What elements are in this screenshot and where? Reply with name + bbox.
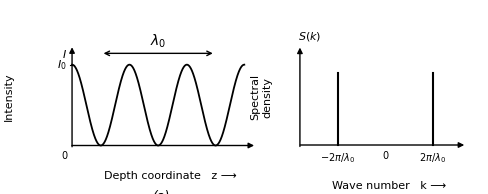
Text: $I$: $I$ — [62, 48, 67, 61]
Text: $\lambda_0$: $\lambda_0$ — [150, 33, 166, 50]
Text: (a): (a) — [152, 190, 170, 194]
Text: $I_0$: $I_0$ — [57, 58, 67, 72]
Text: $0$: $0$ — [61, 149, 69, 161]
Text: 0: 0 — [382, 151, 388, 161]
Text: Wave number   k ⟶: Wave number k ⟶ — [332, 181, 447, 191]
Text: $2\pi/\lambda_0$: $2\pi/\lambda_0$ — [419, 151, 447, 165]
Text: Intensity: Intensity — [4, 73, 14, 121]
Text: $S(k)$: $S(k)$ — [298, 30, 321, 43]
Text: Spectral
density: Spectral density — [250, 74, 272, 120]
Text: Depth coordinate   z ⟶: Depth coordinate z ⟶ — [104, 171, 237, 182]
Text: $-2\pi/\lambda_0$: $-2\pi/\lambda_0$ — [320, 151, 355, 165]
